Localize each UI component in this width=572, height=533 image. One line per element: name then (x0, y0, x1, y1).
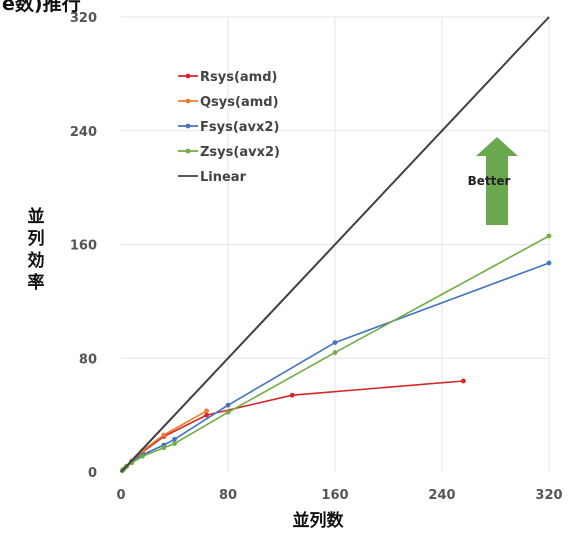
series-line (120, 16, 550, 473)
y-tick-label: 240 (70, 125, 97, 140)
x-tick-label: 240 (428, 488, 455, 503)
better-arrow-icon (476, 137, 518, 225)
data-point (546, 233, 552, 239)
legend-label: Zsys(avx2) (200, 145, 280, 160)
x-tick-label: 80 (219, 488, 237, 503)
series-linear (120, 16, 550, 473)
legend-label: Qsys(amd) (200, 95, 279, 110)
legend-item: Linear (178, 170, 247, 185)
legend-item: Fsys(avx2) (178, 120, 279, 135)
data-point (332, 340, 338, 346)
series-layer (119, 16, 552, 473)
data-point (225, 402, 231, 408)
x-tick-label: 320 (535, 488, 562, 503)
legend-label: Fsys(avx2) (200, 120, 279, 135)
y-tick-label: 80 (79, 352, 97, 367)
legend-label: Rsys(amd) (200, 70, 277, 85)
legend-marker (185, 148, 191, 154)
series-zsys-avx2- (119, 233, 552, 473)
legend-item: Rsys(amd) (178, 70, 277, 85)
x-tick-label: 0 (116, 488, 125, 503)
data-point (546, 260, 552, 266)
y-axis-title-char: 並 (28, 206, 45, 227)
legend-item: Qsys(amd) (178, 95, 279, 110)
data-point (140, 453, 145, 459)
data-point (161, 445, 167, 451)
chart-title-fragment: e数)推行 (2, 0, 81, 15)
data-point (204, 408, 210, 414)
better-label: Better (468, 174, 511, 188)
series-fsys-avx2- (119, 260, 552, 473)
y-tick-label: 0 (88, 466, 97, 481)
data-point (172, 441, 177, 446)
series-rsys-amd- (119, 378, 466, 473)
data-point (225, 409, 231, 415)
data-point (461, 378, 466, 384)
x-tick-label: 160 (321, 488, 348, 503)
data-point (332, 350, 338, 355)
legend-marker (185, 98, 191, 104)
y-axis-title-char: 効 (28, 250, 45, 271)
data-point (289, 392, 295, 398)
series-line (121, 262, 550, 472)
data-point (161, 432, 167, 438)
y-axis-title-char: 列 (28, 228, 45, 249)
y-axis-title-char: 率 (28, 272, 45, 293)
tick-labels: 0 80 160 240 320 0 80 160 240 320 (70, 11, 563, 503)
better-annotation: Better (468, 137, 518, 225)
legend-label: Linear (200, 170, 247, 185)
legend-marker (185, 73, 191, 79)
y-tick-label: 320 (70, 11, 97, 26)
x-axis-title: 並列数 (293, 510, 345, 531)
legend-marker (185, 123, 191, 129)
data-point (204, 412, 210, 418)
data-point (172, 436, 177, 442)
legend-item: Zsys(avx2) (178, 145, 280, 160)
y-tick-label: 160 (70, 239, 97, 254)
legend: Rsys(amd) Qsys(amd) Fsys(avx2) Zsys(avx2) Li… (178, 70, 280, 185)
